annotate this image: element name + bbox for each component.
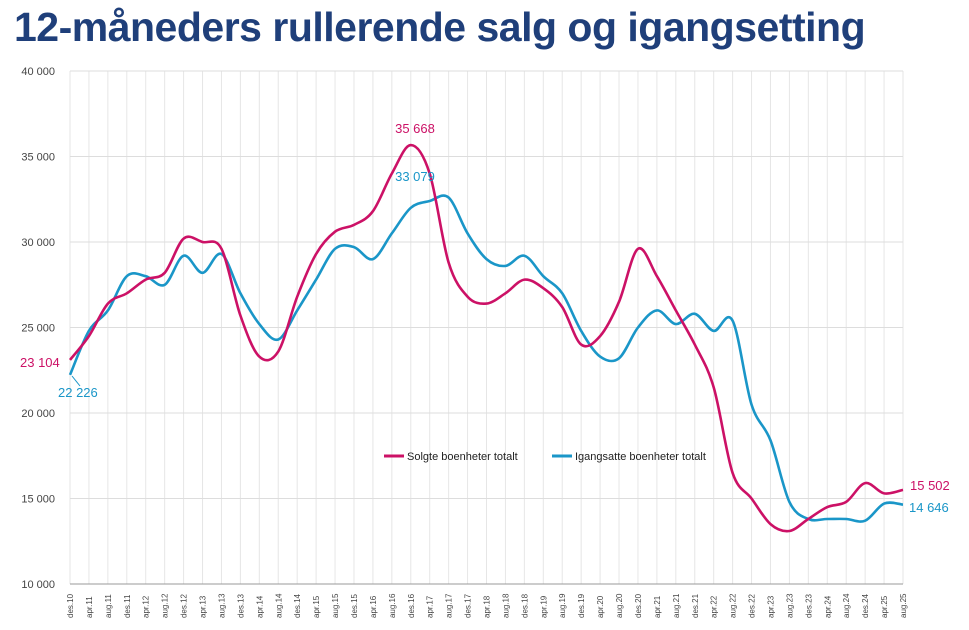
x-tick-label: apr.11 [85, 596, 94, 618]
x-tick-label: aug.13 [217, 593, 226, 618]
data-labels: 23 104 22 226 35 668 33 079 15 502 14 646 [20, 121, 950, 515]
x-tick-label: apr.13 [199, 595, 208, 618]
data-label: 35 668 [395, 121, 435, 136]
x-tick-label: aug.22 [729, 593, 738, 618]
x-tick-label: aug.11 [104, 594, 113, 618]
x-tick-label: des.15 [350, 593, 359, 618]
x-tick-label: apr.22 [710, 595, 719, 618]
data-label: 15 502 [910, 478, 950, 493]
x-tick-label: apr.19 [539, 595, 548, 618]
x-tick-label: des.16 [407, 593, 416, 618]
x-tick-label: aug.17 [445, 593, 454, 618]
x-tick-label: des.18 [520, 593, 529, 618]
x-tick-label: des.22 [748, 593, 757, 618]
x-tick-label: apr.18 [483, 595, 492, 618]
x-tick-label: des.21 [691, 593, 700, 618]
x-tick-label: aug.15 [331, 593, 340, 618]
x-tick-label: des.23 [804, 593, 813, 618]
x-tick-label: apr.15 [312, 595, 321, 618]
series-line-igangsatte [68, 194, 904, 523]
x-tick-label: des.12 [180, 593, 189, 618]
x-tick-label: aug.23 [785, 593, 794, 618]
x-tick-label: apr.23 [766, 595, 775, 618]
x-tick-label: apr.17 [426, 595, 435, 618]
x-tick-label: des.10 [66, 593, 75, 618]
x-tick-label: aug.21 [672, 593, 681, 618]
x-tick-label: des.14 [293, 593, 302, 618]
x-tick-label: aug.18 [501, 593, 510, 618]
x-tick-label: apr.14 [255, 595, 264, 618]
x-tick-label: apr.12 [142, 595, 151, 618]
chart-title: 12-måneders rullerende salg og igangsett… [14, 4, 866, 50]
legend: Solgte boenheter totalt Igangsatte boenhe… [384, 451, 706, 463]
x-tick-label: des.17 [464, 593, 473, 618]
y-axis: 10 000 15 000 20 000 25 000 30 000 35 000 40 0… [21, 66, 55, 591]
data-label: 22 226 [58, 385, 98, 400]
legend-label: Solgte boenheter totalt [407, 451, 518, 463]
x-tick-label: aug.12 [161, 593, 170, 618]
x-tick-label: aug.25 [899, 593, 908, 618]
x-tick-label: apr.21 [653, 595, 662, 618]
y-tick-label: 10 000 [21, 579, 55, 591]
y-tick-label: 20 000 [21, 408, 55, 420]
x-tick-label: apr.20 [596, 595, 605, 618]
x-tick-label: apr.16 [369, 595, 378, 618]
x-tick-label: aug.19 [558, 593, 567, 618]
data-label: 23 104 [20, 355, 60, 370]
x-tick-label: apr.24 [823, 595, 832, 618]
data-label: 33 079 [395, 169, 435, 184]
x-tick-label: des.24 [861, 593, 870, 618]
x-tick-label: aug.14 [274, 593, 283, 618]
y-tick-label: 40 000 [21, 66, 55, 78]
x-tick-label: des.13 [236, 593, 245, 618]
x-tick-label: des.19 [577, 593, 586, 618]
x-tick-label: aug.24 [842, 593, 851, 618]
x-tick-label: apr.25 [880, 595, 889, 618]
label-leader-line [71, 375, 81, 387]
y-tick-label: 25 000 [21, 323, 55, 335]
x-axis: des.10 apr.11 aug.11 des.11 apr.12 aug.12 des.… [66, 583, 908, 618]
series-line-solgte [68, 143, 904, 533]
x-tick-label: des.20 [634, 593, 643, 618]
y-tick-label: 35 000 [21, 152, 55, 164]
series-lines [68, 143, 904, 533]
legend-label: Igangsatte boenheter totalt [575, 451, 706, 463]
x-tick-label: des.11 [123, 594, 132, 618]
grid [69, 70, 904, 585]
data-label: 14 646 [909, 500, 949, 515]
y-tick-label: 30 000 [21, 237, 55, 249]
y-tick-label: 15 000 [21, 494, 55, 506]
x-tick-label: aug.20 [615, 593, 624, 618]
x-tick-label: aug.16 [388, 593, 397, 618]
